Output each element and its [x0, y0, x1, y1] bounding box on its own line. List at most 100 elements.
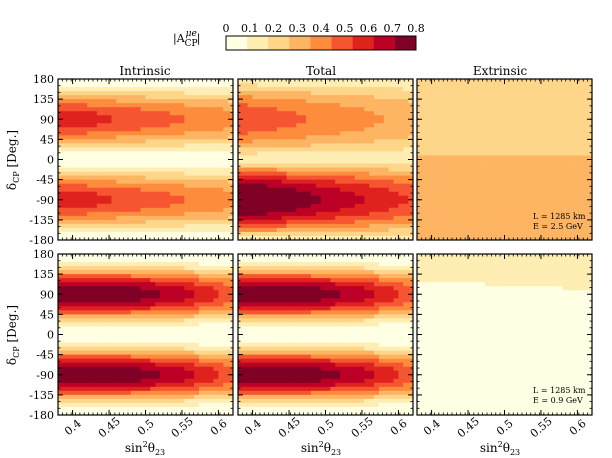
heatmap-cell	[359, 231, 365, 237]
heatmap-cell	[281, 187, 288, 193]
heatmap-cell	[121, 135, 127, 140]
heatmap-cell	[281, 155, 288, 160]
heatmap-cell	[408, 163, 414, 168]
heatmap-cell	[349, 135, 356, 140]
heatmap-cell	[62, 382, 69, 388]
heatmap-cell	[130, 175, 137, 181]
heatmap-cell	[67, 127, 73, 132]
heatmap-cell	[72, 322, 78, 327]
heatmap-cell	[543, 223, 549, 229]
heatmap-cell	[335, 127, 341, 132]
heatmap-cell	[179, 131, 185, 136]
heatmap-cell	[354, 107, 360, 112]
heatmap-cell	[82, 159, 88, 164]
heatmap-cell	[543, 183, 549, 189]
heatmap-cell	[121, 111, 127, 116]
heatmap-cell	[431, 91, 437, 96]
heatmap-cell	[543, 147, 549, 152]
heatmap-cell	[587, 235, 593, 241]
heatmap-cell	[155, 231, 161, 237]
heatmap-cell	[548, 235, 554, 241]
heatmap-cell	[116, 127, 122, 132]
heatmap-cell	[417, 87, 423, 92]
heatmap-cell	[340, 195, 346, 201]
heatmap-cell	[121, 119, 127, 124]
heatmap-cell	[252, 159, 258, 164]
heatmap-cell	[523, 199, 530, 205]
heatmap-cell	[218, 223, 224, 229]
heatmap-cell	[446, 215, 452, 221]
heatmap-cell	[557, 219, 564, 225]
heatmap-cell	[528, 211, 535, 217]
heatmap-cell	[130, 131, 137, 136]
heatmap-cell	[378, 143, 385, 148]
heatmap-cell	[499, 151, 505, 156]
heatmap-cell	[198, 215, 205, 221]
heatmap-cell	[543, 115, 549, 120]
heatmap-cell	[417, 175, 423, 181]
heatmap-cell	[96, 107, 103, 112]
heatmap-cell	[446, 235, 452, 241]
heatmap-cell	[218, 183, 224, 189]
heatmap-cell	[572, 107, 578, 112]
heatmap-cell	[408, 115, 414, 120]
heatmap-cell	[301, 187, 307, 193]
heatmap-cell	[281, 131, 288, 136]
heatmap-cell	[272, 95, 278, 100]
heatmap-cell	[436, 103, 442, 108]
heatmap-cell	[504, 143, 510, 148]
heatmap-cell	[194, 123, 200, 128]
heatmap-cell	[296, 119, 302, 124]
heatmap-cell	[582, 191, 588, 197]
heatmap-cell	[96, 123, 103, 128]
heatmap-cell	[267, 171, 273, 176]
heatmap-cell	[291, 167, 297, 172]
heatmap-cell	[562, 111, 569, 116]
heatmap-cell	[72, 107, 78, 112]
heatmap-cell	[567, 143, 573, 148]
heatmap-cell	[587, 223, 593, 229]
heatmap-cell	[58, 282, 64, 287]
heatmap-cell	[494, 123, 501, 128]
heatmap-cell	[262, 115, 268, 120]
heatmap-cell	[101, 235, 108, 241]
heatmap-cell	[174, 135, 180, 140]
heatmap-cell	[72, 262, 78, 267]
heatmap-cell	[485, 211, 491, 217]
heatmap-cell	[335, 147, 341, 152]
heatmap-cell	[62, 115, 69, 120]
heatmap-cell	[272, 215, 278, 221]
heatmap-cell	[58, 151, 64, 156]
heatmap-cell	[223, 211, 229, 217]
heatmap-cell	[184, 143, 190, 148]
heatmap-cell	[62, 286, 69, 291]
heatmap-cell	[460, 91, 467, 96]
heatmap-cell	[562, 175, 569, 181]
heatmap-cell	[325, 167, 331, 172]
heatmap-cell	[553, 123, 559, 128]
heatmap-cell	[160, 227, 166, 233]
heatmap-cell	[543, 211, 549, 217]
heatmap-cell	[72, 91, 78, 96]
heatmap-cell	[213, 119, 219, 124]
heatmap-cell	[335, 203, 341, 209]
heatmap-cell	[320, 139, 326, 144]
heatmap-cell	[135, 79, 142, 84]
heatmap-cell	[238, 227, 244, 233]
heatmap-cell	[509, 111, 515, 116]
heatmap-cell	[155, 91, 161, 96]
heatmap-cell	[398, 119, 404, 124]
heatmap-cell	[344, 211, 351, 217]
heatmap-cell	[344, 203, 351, 209]
heatmap-cell	[67, 235, 73, 241]
heatmap-cell	[417, 135, 423, 140]
heatmap-cell	[374, 123, 380, 128]
heatmap-cell	[480, 151, 486, 156]
heatmap-cell	[528, 87, 535, 92]
heatmap-cell	[455, 175, 462, 181]
heatmap-cell	[262, 187, 268, 193]
heatmap-cell	[58, 318, 64, 323]
y-tick-label: 135	[33, 93, 54, 106]
heatmap-cell	[340, 103, 346, 108]
heatmap-cell	[213, 95, 219, 100]
